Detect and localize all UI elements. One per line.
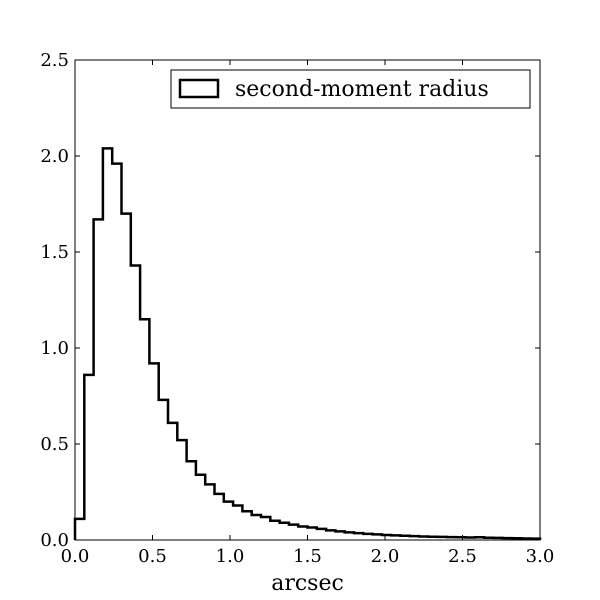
x-tick-label: 0.5: [138, 546, 167, 567]
axis-ticks: 0.0 0.5 1.0 1.5 2.0 2.5 3.0 0.0 0.5 1.0 1.5 2.0 2.5: [40, 50, 554, 567]
y-tick-label: 2.5: [40, 50, 69, 71]
histogram-series-second-moment-radius: [73, 147, 542, 540]
legend: second-moment radius: [170, 69, 531, 109]
x-tick-label: 2.5: [448, 546, 477, 567]
y-tick-label: 0.0: [40, 530, 69, 551]
legend-swatch-second-moment-radius: [178, 78, 220, 99]
y-tick-label: 0.5: [40, 434, 69, 455]
x-tick-label: 1.5: [293, 546, 322, 567]
x-tick-label: 3.0: [526, 546, 555, 567]
x-tick-label: 1.0: [216, 546, 245, 567]
x-tick-label: 0.0: [61, 546, 90, 567]
plot-area: [73, 147, 542, 540]
y-tick-label: 1.5: [40, 242, 69, 263]
x-tick-label: 2.0: [371, 546, 400, 567]
y-tick-label: 1.0: [40, 338, 69, 359]
legend-box: [170, 69, 531, 109]
y-tick-label: 2.0: [40, 146, 69, 167]
plot-frame: [74, 59, 541, 541]
legend-label-second-moment-radius: second-moment radius: [235, 77, 489, 102]
x-axis-label: arcsec: [271, 571, 344, 596]
